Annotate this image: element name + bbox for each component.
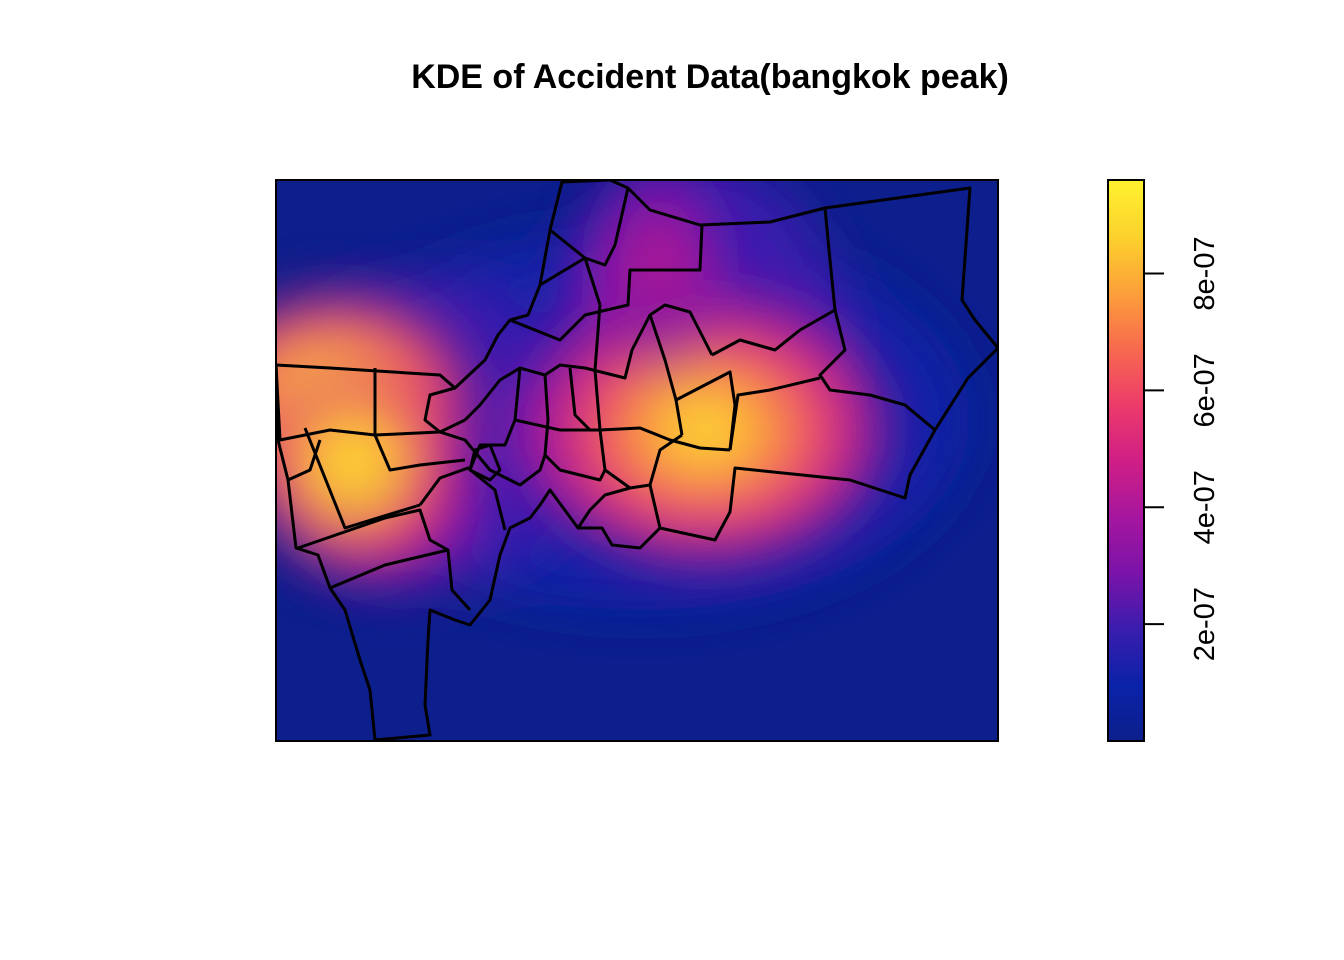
density-surface [276, 180, 998, 741]
district-line [711, 308, 936, 432]
district-line [539, 187, 630, 287]
district-line [543, 374, 607, 482]
district-line [276, 364, 466, 442]
district-line [468, 443, 502, 482]
colorbar-tick-label: 6e-07 [1189, 353, 1221, 427]
colorbar-fill [1108, 180, 1144, 741]
district-line [297, 508, 449, 552]
district-line [329, 548, 472, 612]
east-hotspot [505, 280, 905, 580]
district-line [373, 368, 466, 472]
district-line [463, 303, 714, 422]
district-line [728, 376, 821, 451]
district-line [468, 367, 522, 471]
district-line [593, 304, 731, 452]
colorbar-tick-label: 4e-07 [1189, 470, 1221, 544]
district-line [287, 439, 322, 482]
district-line [303, 427, 421, 530]
colorbar-tick-label: 2e-07 [1189, 587, 1221, 661]
colorbar-tick-label: 8e-07 [1189, 236, 1221, 310]
colorbar-frame [1107, 179, 1145, 742]
district-line [648, 433, 683, 486]
plot-frame [275, 179, 999, 742]
district-line [648, 314, 684, 436]
district-line [823, 207, 837, 311]
district-line [514, 418, 600, 432]
colorbar: 2e-07 4e-07 6e-07 8e-07 [1107, 179, 1221, 742]
district-line [509, 224, 704, 342]
district-boundaries [276, 180, 998, 741]
district-line [418, 466, 507, 531]
district-line [549, 228, 602, 306]
southwest-hotspot [276, 360, 465, 580]
chart-title: KDE of Accident Data(bangkok peak) [411, 58, 1009, 96]
outer-boundary [276, 180, 998, 741]
district-line [423, 386, 547, 487]
district-line [576, 486, 631, 529]
